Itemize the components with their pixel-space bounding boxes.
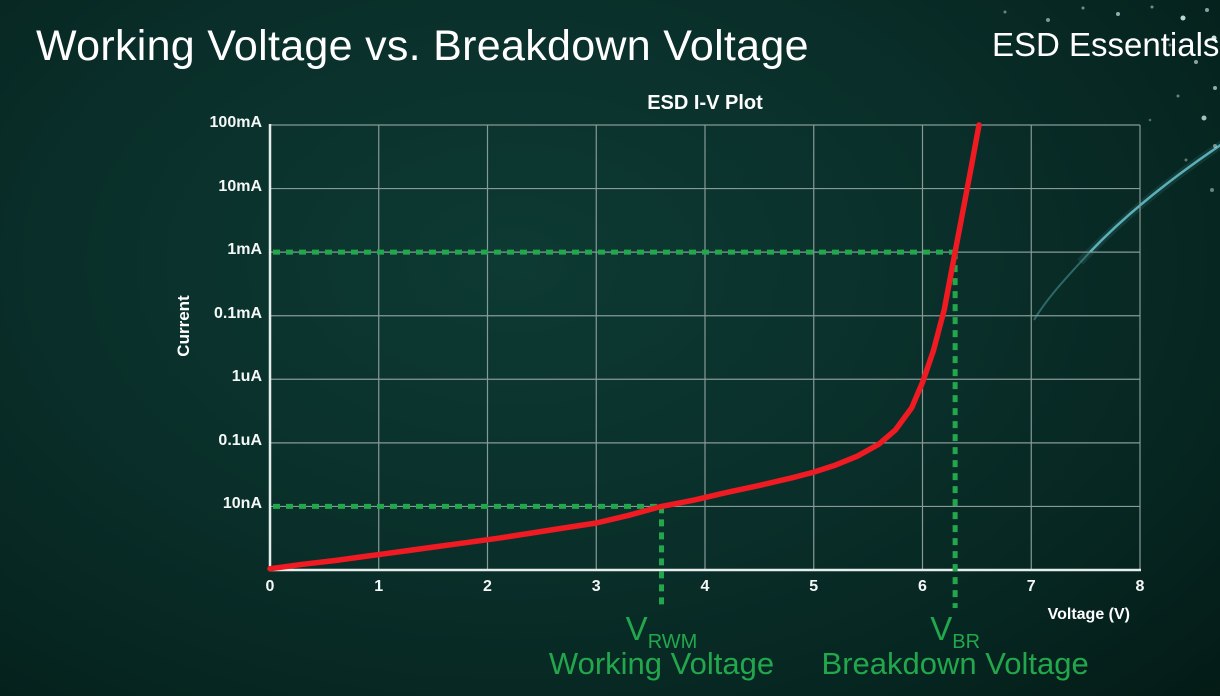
y-tick-label: 100mA — [209, 114, 262, 131]
iv-curve — [267, 122, 982, 572]
sparkle-dot — [1210, 188, 1214, 192]
symbol-letter: V — [625, 610, 648, 647]
sparkle-dot — [1205, 8, 1209, 12]
y-tick-label: 10nA — [222, 495, 262, 513]
sparkle-dot — [1211, 35, 1217, 41]
sparkle-dots — [1003, 5, 1217, 192]
y-tick-label: 1mA — [227, 241, 262, 259]
slide-title: Working Voltage vs. Breakdown Voltage — [36, 22, 809, 70]
swoosh-glow — [1077, 140, 1220, 265]
swoosh-curve-tail — [1033, 251, 1091, 321]
swoosh-curve — [1089, 143, 1220, 253]
sparkle-dot — [1184, 158, 1188, 162]
brand-logo-text: ESD Essentials — [992, 26, 1220, 63]
symbol-subscript: RWM — [647, 631, 698, 653]
x-axis-title: Voltage (V) — [1047, 606, 1130, 623]
sparkle-dot — [1116, 12, 1120, 16]
x-tick-label: 6 — [918, 578, 927, 595]
x-tick-label: 2 — [483, 578, 492, 595]
y-tick-label: 0.1mA — [213, 304, 262, 322]
marker-caption-breakdown-voltage: Breakdown Voltage — [821, 646, 1089, 681]
sparkle-dot — [1180, 15, 1186, 21]
sparkle-dot — [1168, 43, 1172, 47]
y-tick-label: 1uA — [231, 368, 262, 386]
chart-title: ESD I-V Plot — [647, 92, 763, 114]
marker-symbol-breakdown-voltage: VBR — [930, 610, 980, 654]
sparkle-dot — [1213, 86, 1217, 90]
x-tick-label: 0 — [265, 578, 275, 595]
sparkle-dot — [1150, 5, 1154, 9]
symbol-subscript: BR — [952, 631, 981, 653]
x-tick-label: 4 — [700, 578, 710, 595]
sparkle-dot — [1201, 115, 1207, 121]
sparkle-dot — [1046, 18, 1050, 22]
marker-symbol-working-voltage: VRWM — [626, 610, 698, 654]
sparkle-dot — [1194, 60, 1198, 64]
sparkle-dot — [1176, 94, 1180, 98]
y-tick-label: 0.1uA — [218, 431, 262, 449]
x-tick-label: 3 — [591, 578, 601, 595]
sparkle-dot — [1148, 118, 1152, 122]
symbol-letter: V — [930, 610, 953, 647]
sparkle-dot — [1003, 10, 1007, 14]
sparkle-dot — [1081, 6, 1085, 10]
x-tick-label: 1 — [374, 578, 384, 595]
y-tick-label: 10mA — [218, 177, 262, 195]
x-tick-label: 5 — [809, 578, 819, 595]
sparkle-dot — [1213, 144, 1217, 148]
x-tick-label: 7 — [1026, 578, 1036, 595]
marker-caption-working-voltage: Working Voltage — [548, 646, 775, 681]
x-tick-label: 8 — [1135, 578, 1145, 595]
